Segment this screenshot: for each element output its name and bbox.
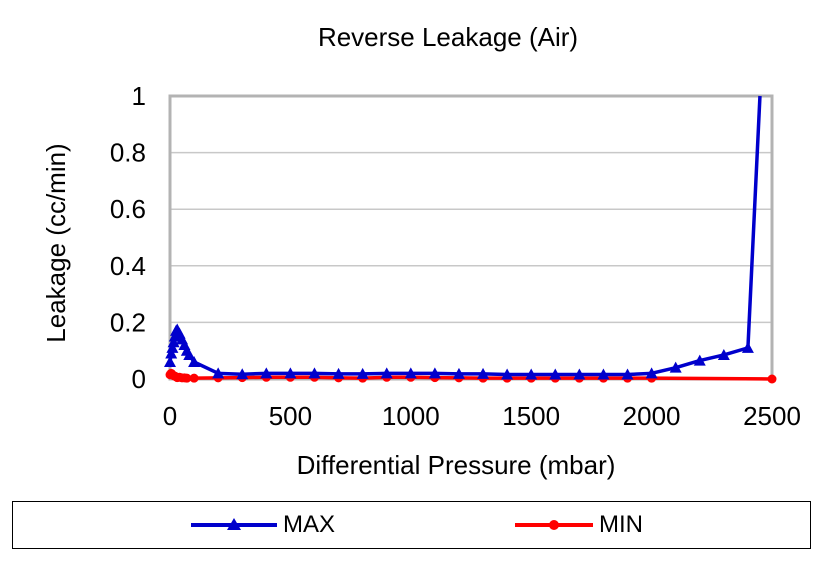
y-tick-label: 0.8 bbox=[110, 138, 146, 168]
y-tick-label: 0.2 bbox=[110, 307, 146, 337]
data-point-max bbox=[525, 368, 538, 380]
data-point-max bbox=[380, 367, 393, 379]
data-point-max bbox=[645, 367, 658, 379]
x-tick-label: 1000 bbox=[382, 401, 440, 431]
data-point-max bbox=[188, 356, 201, 368]
data-point-max bbox=[693, 354, 706, 366]
series-max bbox=[164, 95, 762, 380]
data-point-max bbox=[332, 367, 345, 379]
series-min bbox=[165, 368, 777, 384]
data-point-max bbox=[260, 367, 273, 379]
data-point-max bbox=[717, 348, 730, 360]
legend-label-min: MIN bbox=[599, 511, 643, 538]
x-tick-label: 2500 bbox=[743, 401, 801, 431]
x-tick-labels: 0 500 1000 1500 2000 2500 bbox=[163, 401, 801, 431]
gridlines bbox=[170, 151, 772, 324]
chart-title: Reverse Leakage (Air) bbox=[318, 22, 578, 52]
y-tick-label: 1 bbox=[132, 81, 146, 111]
x-tick-label: 0 bbox=[163, 401, 177, 431]
series-layer bbox=[164, 95, 777, 384]
data-point-max bbox=[166, 341, 179, 353]
legend-swatch-max bbox=[191, 518, 277, 530]
series-line-max bbox=[168, 95, 762, 377]
x-tick-label: 1500 bbox=[502, 401, 560, 431]
data-point-max bbox=[477, 367, 490, 379]
data-point-max bbox=[621, 368, 634, 380]
legend-label-max: MAX bbox=[283, 511, 336, 538]
x-tick-label: 2000 bbox=[623, 401, 681, 431]
plot-area-frame bbox=[168, 94, 774, 381]
data-point-max bbox=[168, 330, 181, 342]
data-point-max bbox=[308, 367, 321, 379]
data-point-max bbox=[167, 336, 180, 348]
data-point-max bbox=[165, 347, 178, 359]
data-point-max bbox=[183, 348, 196, 360]
legend-entry-max: MAX bbox=[189, 502, 335, 548]
data-point-max bbox=[356, 367, 369, 379]
data-point-max bbox=[428, 367, 441, 379]
x-axis-label: Differential Pressure (mbar) bbox=[297, 450, 616, 480]
legend-entry-min: MIN bbox=[513, 502, 643, 548]
data-point-min bbox=[189, 373, 199, 383]
x-tick-label: 500 bbox=[269, 401, 312, 431]
data-point-min bbox=[182, 373, 192, 383]
data-point-max bbox=[741, 341, 754, 353]
data-point-max bbox=[452, 367, 465, 379]
data-point-max bbox=[501, 368, 514, 380]
y-axis-label: Leakage (cc/min) bbox=[41, 143, 71, 342]
leakage-chart: Reverse Leakage (Air) 0 0.2 0.4 0.6 0.8 1 0 50… bbox=[41, 22, 801, 480]
data-point-max bbox=[284, 367, 297, 379]
y-tick-label: 0.4 bbox=[110, 251, 146, 281]
data-point-max bbox=[212, 367, 225, 379]
y-tick-label: 0.6 bbox=[110, 194, 146, 224]
data-point-max bbox=[597, 368, 610, 380]
legend: MAX MIN bbox=[12, 501, 811, 549]
data-point-max bbox=[164, 356, 176, 368]
data-point-max bbox=[236, 368, 249, 380]
legend-swatch-min bbox=[515, 520, 593, 530]
data-point-max bbox=[404, 367, 417, 379]
data-point-max bbox=[669, 361, 682, 373]
y-tick-label: 0 bbox=[132, 364, 146, 394]
y-tick-labels: 0 0.2 0.4 0.6 0.8 1 bbox=[110, 81, 146, 394]
data-point-min bbox=[767, 374, 777, 384]
data-point-max bbox=[549, 368, 562, 380]
data-point-max bbox=[573, 368, 586, 380]
